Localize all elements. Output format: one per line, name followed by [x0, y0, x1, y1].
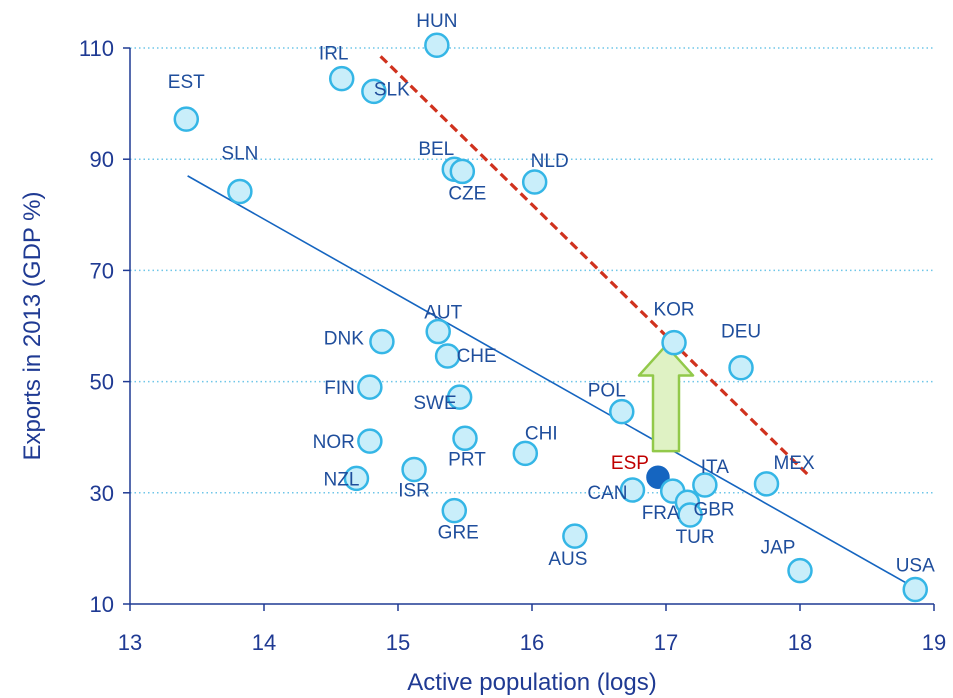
point-label-irl: IRL: [319, 44, 349, 65]
up-arrow: [637, 344, 695, 453]
gridlines: [130, 47, 934, 494]
point-slk: [361, 78, 387, 105]
point-isr: [401, 456, 427, 483]
y-tick-label: 30: [90, 481, 114, 506]
point-aut: [425, 318, 451, 345]
point-deu: [728, 354, 754, 381]
trend-line: [187, 175, 915, 589]
point-label-gre: GRE: [438, 523, 479, 544]
upper-frontier-line: [379, 55, 811, 478]
point-cze: [449, 158, 476, 185]
point-est: [173, 106, 200, 132]
point-label-usa: USA: [896, 556, 935, 577]
point-hun: [424, 32, 450, 58]
point-label-ita: ITA: [701, 457, 729, 478]
point-label-fra: FRA: [642, 503, 680, 524]
x-tick-label: 16: [520, 630, 544, 655]
point-ita: [692, 472, 718, 498]
x-tick-label: 13: [118, 630, 142, 655]
point-label-dnk: DNK: [324, 329, 364, 350]
up-arrow-shape: [637, 344, 695, 453]
point-swe: [446, 384, 473, 410]
y-tick-label: 50: [90, 370, 114, 395]
point-label-nor: NOR: [313, 432, 355, 453]
point-label-sln: SLN: [221, 143, 258, 164]
point-aus: [562, 523, 588, 549]
point-label-hun: HUN: [416, 11, 457, 32]
point-label-pol: POL: [588, 381, 626, 402]
point-irl: [328, 65, 355, 92]
point-label-nld: NLD: [531, 151, 569, 172]
point-label-swe: SWE: [413, 393, 456, 414]
point-label-bel: BEL: [418, 139, 454, 160]
x-tick-label: 14: [252, 630, 276, 655]
point-label-slk: SLK: [374, 79, 410, 100]
y-tick-label: 70: [90, 258, 114, 283]
point-fin: [357, 374, 383, 400]
point-label-prt: PRT: [448, 449, 486, 470]
point-labels: HUN IRL SLK EST SLN BEL CZE NLD KOR DEU AUT DNK CHE F…: [168, 11, 935, 576]
axes: [123, 47, 935, 611]
point-che: [434, 343, 461, 369]
point-label-deu: DEU: [721, 322, 761, 343]
tick-labels: 10 30 50 70 90 110 13 14 15 16 17 18 19: [79, 36, 946, 655]
x-axis-title: Active population (logs): [407, 669, 656, 696]
point-label-esp: ESP: [611, 453, 649, 474]
point-label-mex: MEX: [774, 453, 816, 474]
point-nor: [357, 428, 383, 454]
point-label-aus: AUS: [548, 549, 587, 570]
y-tick-label: 110: [79, 36, 114, 61]
data-points: [173, 32, 928, 603]
point-kor: [661, 329, 687, 356]
point-gre: [441, 497, 468, 524]
point-nld: [521, 169, 548, 195]
point-can: [619, 477, 646, 503]
point-jap: [787, 557, 813, 584]
x-tick-label: 15: [386, 630, 410, 655]
y-tick-label: 90: [90, 147, 114, 172]
point-chi: [512, 440, 539, 467]
point-label-chi: CHI: [525, 423, 558, 444]
point-label-gbr: GBR: [693, 499, 734, 520]
point-dnk: [369, 328, 395, 355]
point-label-est: EST: [168, 72, 205, 93]
point-tur: [677, 502, 703, 528]
x-tick-label: 19: [922, 630, 946, 655]
point-mex: [753, 471, 780, 497]
point-label-tur: TUR: [676, 527, 715, 548]
point-label-nzl: NZL: [324, 469, 360, 490]
point-nzl: [343, 465, 370, 492]
point-label-aut: AUT: [424, 303, 462, 324]
point-prt: [452, 425, 478, 452]
point-label-cze: CZE: [448, 183, 486, 204]
point-sln: [227, 178, 253, 205]
point-label-jap: JAP: [761, 538, 796, 559]
point-label-isr: ISR: [398, 480, 430, 501]
point-pol: [609, 398, 635, 425]
fit-lines: [187, 55, 915, 589]
x-tick-label: 17: [654, 630, 678, 655]
point-label-kor: KOR: [653, 300, 694, 321]
point-label-can: CAN: [587, 483, 627, 504]
point-label-che: CHE: [457, 346, 497, 367]
x-tick-label: 18: [788, 630, 812, 655]
point-usa: [902, 576, 928, 603]
y-tick-label: 10: [90, 592, 114, 617]
y-axis-title: Exports in 2013 (GDP %): [19, 191, 46, 460]
point-label-fin: FIN: [324, 378, 355, 399]
